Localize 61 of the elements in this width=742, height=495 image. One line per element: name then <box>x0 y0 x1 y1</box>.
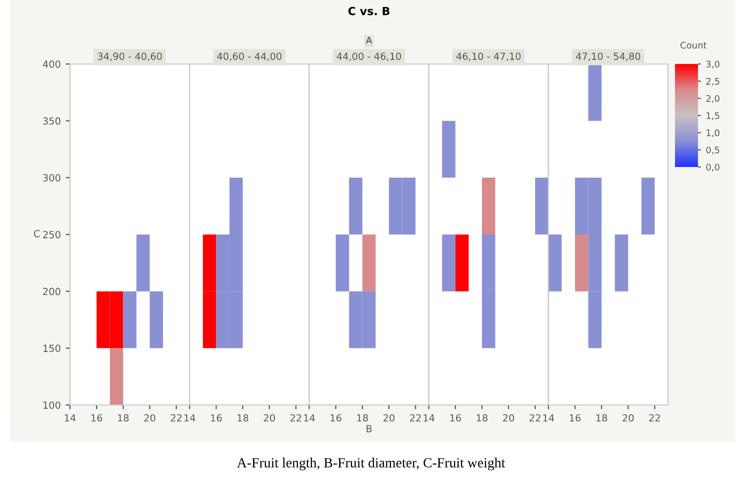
x-axis-title: B <box>366 425 372 432</box>
bar <box>588 64 602 121</box>
bar <box>614 234 628 292</box>
chart-title: 40,60 - 44,00 <box>217 52 282 61</box>
x-tick-label: 22 <box>290 414 302 422</box>
x-tick-label: 18 <box>238 414 248 422</box>
x-tick-label: 14 <box>543 414 554 422</box>
color-bar-label: 0,0 <box>706 164 720 172</box>
x-tick-label: 20 <box>503 414 514 422</box>
x-tick-label: 20 <box>622 414 634 422</box>
y-tick-label: 400 <box>42 60 60 68</box>
x-tick-label: 20 <box>144 414 156 422</box>
y-tick-label: 350 <box>43 117 60 125</box>
y-tick-label: 100 <box>43 401 60 409</box>
text: C vs. B <box>348 6 390 16</box>
text: A <box>366 36 372 44</box>
x-tick-label: 18 <box>476 414 488 422</box>
chart-title: 44,00 - 46,10 <box>336 52 402 61</box>
x-tick-label: 22 <box>530 414 540 422</box>
x-tick-label: 18 <box>596 414 608 422</box>
y-tick-label: 300 <box>43 174 60 182</box>
x-tick-label: 14 <box>424 414 434 422</box>
bar <box>548 234 562 292</box>
bar <box>482 178 496 234</box>
y-tick-label: 150 <box>43 344 60 352</box>
color-bar-label: 1,5 <box>706 112 720 120</box>
bar <box>442 120 456 178</box>
chart-title: 34,90 - 40,60 <box>98 52 162 61</box>
color-bar-label: 1,0 <box>706 129 720 138</box>
bar <box>455 234 469 292</box>
x-tick-label: 20 <box>264 414 275 422</box>
x-tick-label: 16 <box>330 414 342 422</box>
x-tick-label: 22 <box>649 414 660 422</box>
x-tick-label: 14 <box>304 414 315 422</box>
x-tick-label: 22 <box>410 414 421 422</box>
x-tick-label: 16 <box>91 414 102 422</box>
x-tick-label: 20 <box>383 414 394 422</box>
y-tick-label: 250 <box>43 230 60 238</box>
y-axis-title: C <box>34 230 40 238</box>
color-bar-label: 3,0 <box>706 60 720 68</box>
x-tick-label: 14 <box>184 414 196 422</box>
bar <box>641 178 655 234</box>
x-tick-label: 16 <box>450 414 461 422</box>
color-bar-title: Count <box>680 42 707 49</box>
x-tick-label: 18 <box>118 414 129 422</box>
text: A-Fruit length, B-Fruit diameter, C-Fruit weight <box>236 458 506 470</box>
x-tick-label: 14 <box>64 414 76 422</box>
y-tick-label: 200 <box>43 288 60 296</box>
color-bar-label: 0,5 <box>706 146 720 154</box>
bar <box>574 234 588 292</box>
color-bar-label: 2,0 <box>706 95 720 103</box>
x-tick-label: 16 <box>211 414 222 422</box>
chart-title: 46,10 - 47,10 <box>456 52 521 61</box>
x-tick-label: 18 <box>357 414 368 422</box>
x-tick-label: 22 <box>170 414 182 422</box>
bar <box>442 234 456 292</box>
bar <box>110 348 124 405</box>
color-bar-label: 2,5 <box>706 78 720 86</box>
chart-title: 47,10 - 54,80 <box>576 52 640 61</box>
x-tick-label: 16 <box>570 414 581 422</box>
bar <box>136 234 150 292</box>
